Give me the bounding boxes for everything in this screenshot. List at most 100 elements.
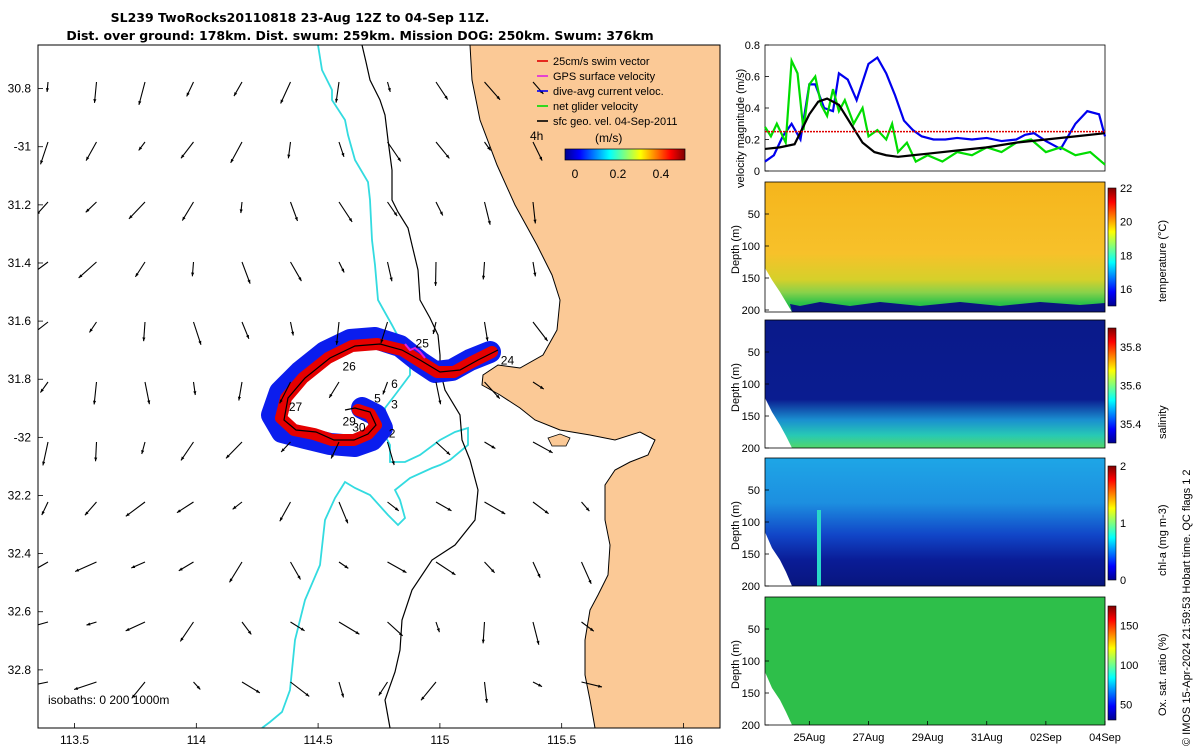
velocity-arrowhead <box>481 275 486 280</box>
velocity-arrowhead <box>180 637 184 642</box>
day-label: 26 <box>342 360 356 374</box>
map-xtick-label: 113.5 <box>60 733 89 747</box>
velocity-arrowhead <box>74 686 79 690</box>
velocity-arrowhead <box>341 152 345 157</box>
velocity-arrow <box>386 441 395 466</box>
velocity-arrowhead <box>491 445 496 449</box>
velocity-arrowhead <box>402 569 407 573</box>
velocity-arrowhead <box>229 578 233 583</box>
velocity-panel: 0 0.2 0.4 0.6 0.8 velocity magnitude (m/s) <box>735 40 1107 188</box>
map-xtick-label: 115 <box>430 733 449 747</box>
velocity-arrow <box>484 501 506 515</box>
time-tick-label: 29Aug <box>912 732 944 744</box>
velocity-arrowhead <box>344 519 348 524</box>
colorbar-label: Ox. sat. ratio (%) <box>1157 633 1169 716</box>
map-ytick-label: -31 <box>14 140 32 154</box>
velocity-arrowhead <box>487 220 491 225</box>
temperature-bottom-mask <box>765 268 792 312</box>
velocity-arrowhead <box>176 509 181 513</box>
depth-tick-label: 100 <box>742 379 760 391</box>
velocity-arrowhead <box>537 573 541 578</box>
velocity-arrowhead <box>434 282 438 286</box>
depth-axis-label: Depth (m) <box>730 225 742 274</box>
chl-spike <box>817 510 821 586</box>
velocity-arrow <box>144 381 150 405</box>
velocity-arrowhead <box>41 511 45 516</box>
colorbar-tick-label: 1 <box>1120 518 1126 530</box>
velocity-arrow <box>380 321 389 344</box>
velocity-arrowhead <box>131 565 136 569</box>
time-tick-label: 04Sep <box>1089 732 1121 744</box>
velocity-arrowhead <box>382 390 386 395</box>
velocity-arrowhead <box>436 628 440 633</box>
map-xtick-label: 114 <box>187 733 206 747</box>
velocity-arrowhead <box>45 88 49 92</box>
velocity-arrow <box>338 621 360 635</box>
colorbar-tick-label: 35.6 <box>1120 381 1141 393</box>
velocity-arrow <box>125 501 146 517</box>
velocity-arrowhead <box>340 693 344 698</box>
velocity-arrowhead <box>585 507 590 512</box>
velocity-arrowhead <box>485 337 489 342</box>
map-xtick-label: 114.5 <box>304 733 333 747</box>
map-ytick-label: 32.8 <box>8 663 32 677</box>
velocity-arrow <box>138 81 146 105</box>
depth-tick-label: 50 <box>748 209 760 221</box>
depth-tick-label: 150 <box>742 549 760 561</box>
velocity-arrowhead <box>294 216 298 221</box>
velocity-arrowhead <box>544 337 548 342</box>
isobath-label: isobaths: 0 200 1000m <box>48 693 169 707</box>
credit-text: © IMOS 15-Apr-2024 21:59:53 Hobart time.… <box>1181 469 1193 746</box>
velocity-arrowhead <box>28 625 32 628</box>
velocity-arrowhead <box>225 454 230 459</box>
velocity-arrow <box>229 561 243 583</box>
velocity-arrowhead <box>135 272 139 277</box>
time-tick-label: 27Aug <box>853 732 885 744</box>
velocity-arrow <box>78 261 97 279</box>
velocity-arrowhead <box>29 570 33 573</box>
legend-entry: GPS surface velocity <box>553 71 656 83</box>
velocity-arrowhead <box>128 215 133 219</box>
day-label: 25 <box>416 336 430 350</box>
day-label: 6 <box>391 377 398 391</box>
velocity-arrowhead <box>539 385 544 390</box>
map-x-axis: 113.5 114 114.5 115 115.5 116 <box>60 723 693 747</box>
depth-tick-label: 200 <box>742 720 760 732</box>
salinity-colorbar <box>1107 327 1117 444</box>
time-tick-label: 25Aug <box>793 732 825 744</box>
velocity-arrow <box>93 381 98 405</box>
salinity-field <box>765 320 1105 448</box>
velocity-arrowhead <box>297 575 301 580</box>
island <box>547 433 571 447</box>
velocity-arrowhead <box>421 696 425 701</box>
velocity-arrow <box>580 561 592 585</box>
colorbar-tick-label: 35.8 <box>1120 342 1141 354</box>
velocity-arrowhead <box>182 216 186 221</box>
temperature-panel <box>764 181 1117 313</box>
legend-entry: net glider velocity <box>553 101 638 113</box>
velocity-arrow <box>387 141 402 162</box>
velocity-arrowhead <box>180 456 185 461</box>
velocity-series <box>764 55 1107 166</box>
velocity-arrowhead <box>305 692 310 697</box>
velocity-arrowhead <box>280 99 284 104</box>
velocity-arrowhead <box>232 505 237 510</box>
map-xtick-label: 115.5 <box>547 733 576 747</box>
depth-tick-label: 100 <box>742 517 760 529</box>
velocity-arrowhead <box>32 683 36 686</box>
velocity-ytick-label: 0.6 <box>745 72 760 84</box>
velocity-arrowhead <box>300 627 305 631</box>
velocity-arrowhead <box>451 571 456 575</box>
day-label: 2 <box>389 426 396 440</box>
velocity-arrowhead <box>394 507 399 511</box>
chart-title: SL239 TwoRocks20110818 23-Aug 12Z to 04-… <box>110 10 490 25</box>
velocity-arrowhead <box>142 337 146 342</box>
velocity-ytick-label: 0 <box>754 166 760 178</box>
velocity-arrowhead <box>178 567 183 571</box>
salinity-bottom-mask <box>765 398 792 448</box>
velocity-arrowhead <box>196 685 201 690</box>
colorbar-tick-label: 35.4 <box>1120 419 1141 431</box>
day-label: 29 <box>342 415 356 429</box>
